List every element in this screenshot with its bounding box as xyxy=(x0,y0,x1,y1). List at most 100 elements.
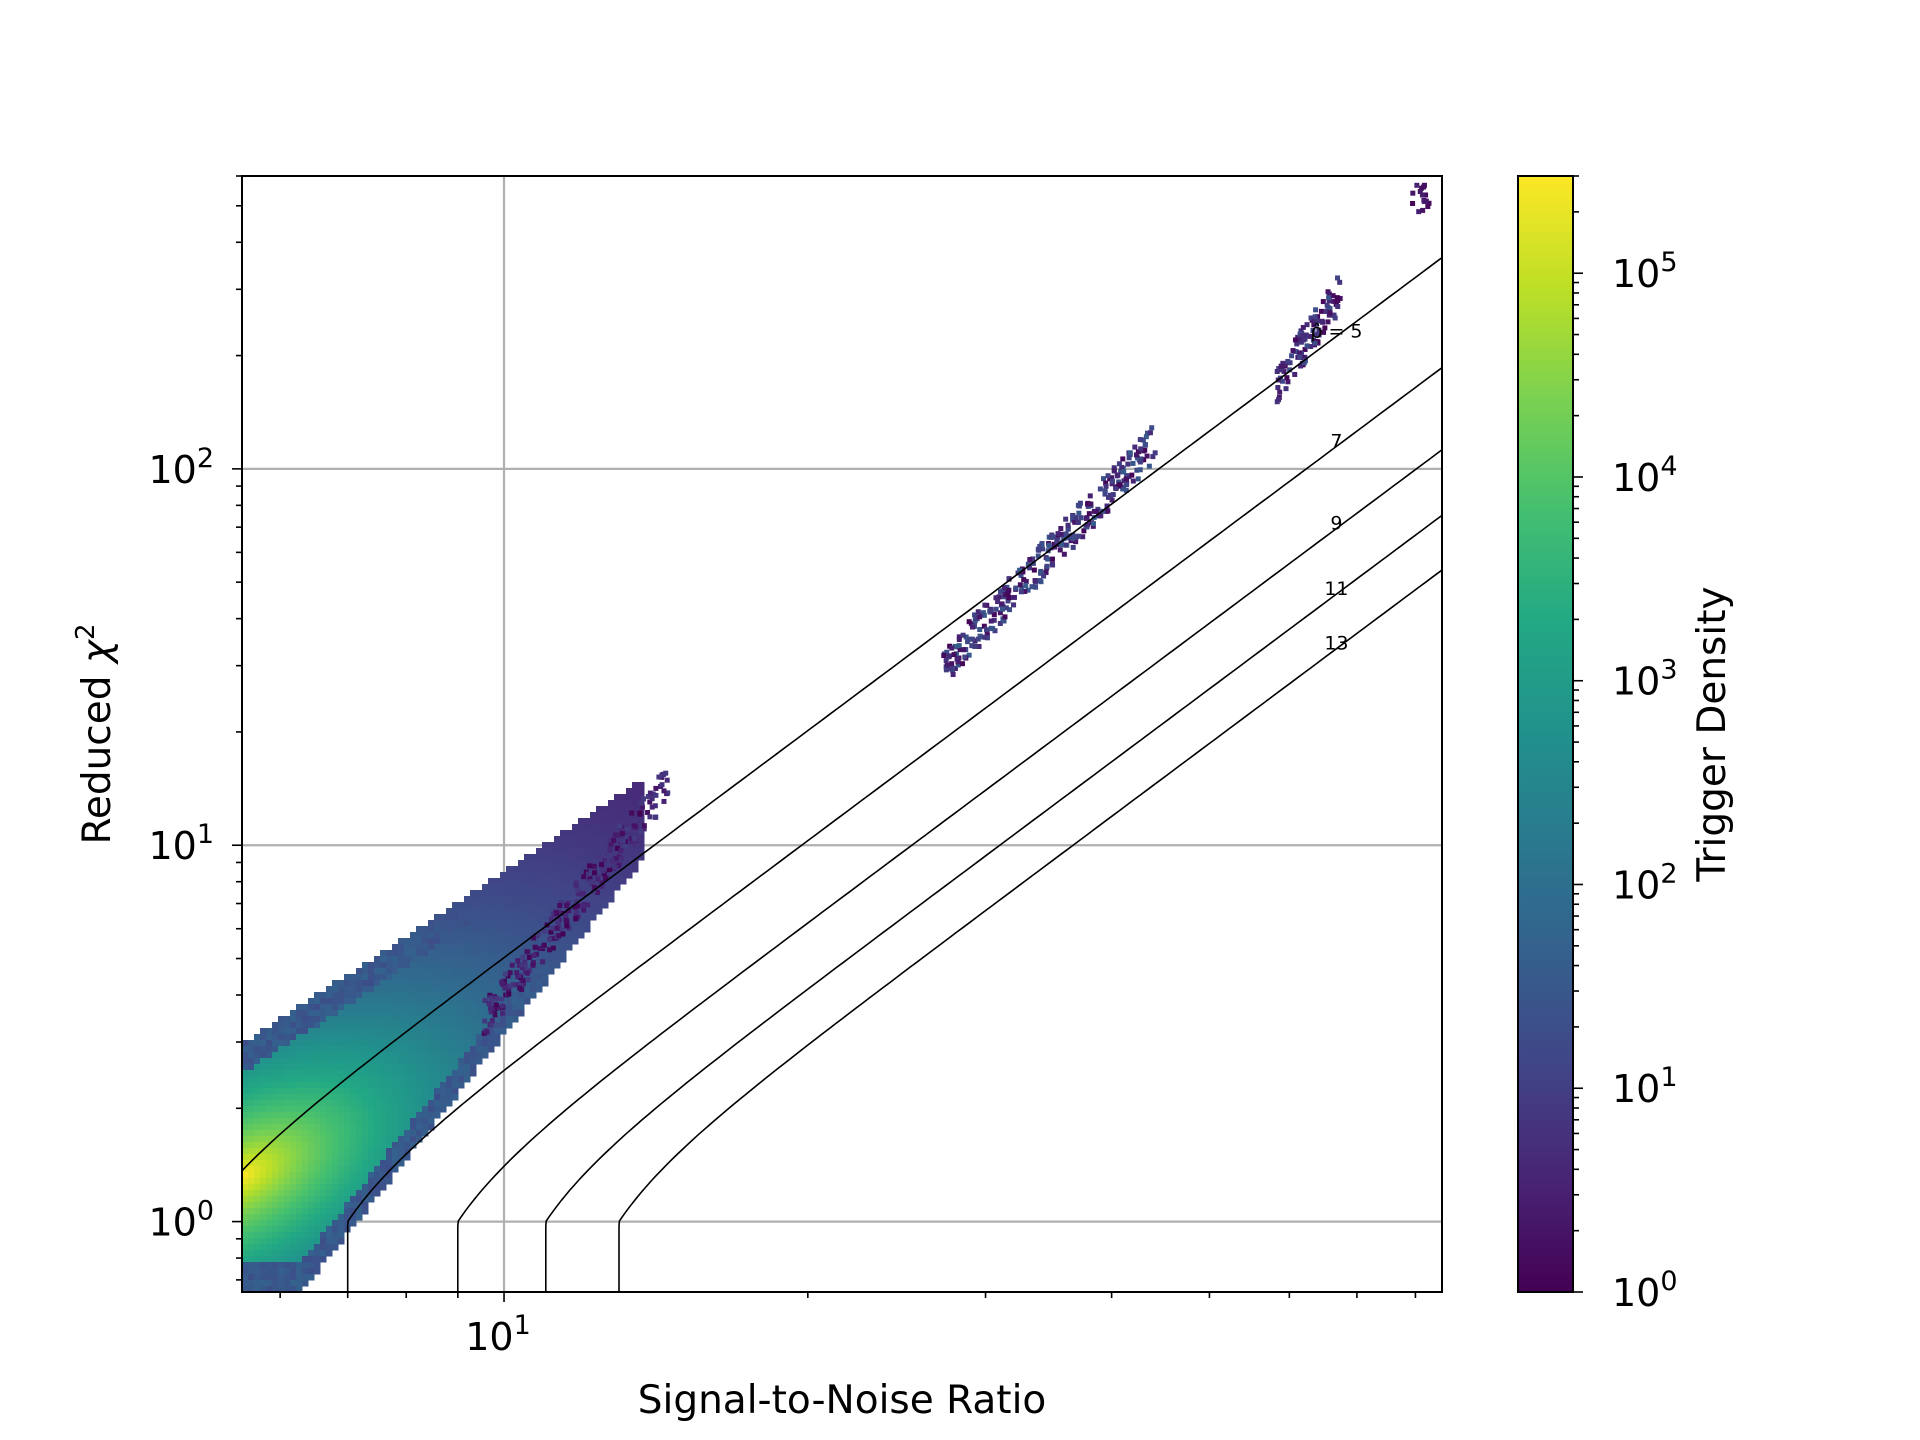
density-cell xyxy=(996,594,1002,600)
density-cell xyxy=(404,1064,411,1071)
density-cell xyxy=(476,914,483,921)
density-cell xyxy=(1312,314,1318,320)
density-cell xyxy=(254,1190,261,1197)
density-cell xyxy=(374,1058,381,1065)
density-cell xyxy=(548,890,555,897)
density-cell xyxy=(584,854,591,861)
density-cell xyxy=(536,956,543,963)
density-cell xyxy=(422,998,429,1005)
density-cell xyxy=(272,1118,279,1125)
density-cell xyxy=(507,970,513,976)
density-cell xyxy=(1032,578,1038,584)
density-cell xyxy=(422,986,429,993)
density-cell xyxy=(254,1232,261,1239)
density-cell xyxy=(356,998,363,1005)
density-cell xyxy=(470,1016,477,1023)
density-cell xyxy=(422,926,429,933)
density-cell xyxy=(410,1046,417,1053)
density-cell xyxy=(476,920,483,927)
density-cell xyxy=(266,1130,273,1137)
density-cell xyxy=(999,601,1005,607)
density-cell xyxy=(428,1028,435,1035)
density-cell xyxy=(1011,594,1017,600)
density-cell xyxy=(1429,167,1434,172)
density-cell xyxy=(488,914,495,921)
density-cell xyxy=(422,1040,429,1047)
density-cell xyxy=(278,1028,285,1035)
density-cell xyxy=(1335,275,1341,281)
density-cell xyxy=(332,1172,339,1179)
density-cell xyxy=(242,1142,249,1149)
density-cell xyxy=(563,912,569,918)
density-cell xyxy=(362,1124,369,1131)
density-cell xyxy=(524,944,531,951)
density-cell xyxy=(248,1112,255,1119)
density-cell xyxy=(590,854,597,861)
density-cell xyxy=(494,956,501,963)
density-cell xyxy=(416,926,423,933)
density-cell xyxy=(362,1064,369,1071)
density-cell xyxy=(338,1142,345,1149)
density-cell xyxy=(248,1148,255,1155)
density-cell xyxy=(344,1052,351,1059)
density-cell xyxy=(314,1070,321,1077)
density-cell xyxy=(386,1130,393,1137)
density-cell xyxy=(314,1028,321,1035)
density-cell xyxy=(488,1034,495,1041)
colorbar-tick-label: 103 xyxy=(1612,655,1678,704)
density-cell xyxy=(350,992,357,999)
density-cell xyxy=(290,1064,297,1071)
density-cell xyxy=(374,1034,381,1041)
density-cell xyxy=(452,932,459,939)
density-cell xyxy=(422,1130,429,1137)
density-cell xyxy=(350,1004,357,1011)
density-cell xyxy=(548,916,554,922)
density-cell xyxy=(308,1118,315,1125)
density-cell xyxy=(284,1286,291,1292)
density-cell xyxy=(410,1094,417,1101)
density-cell xyxy=(392,1046,399,1053)
density-cell xyxy=(470,998,477,1005)
density-cell xyxy=(398,938,405,945)
density-cell xyxy=(547,947,553,953)
density-cell xyxy=(446,962,453,969)
density-cell xyxy=(434,1028,441,1035)
density-cell xyxy=(350,1196,357,1203)
density-cell xyxy=(542,980,549,987)
density-cell xyxy=(392,1088,399,1095)
density-cell xyxy=(392,1004,399,1011)
density-cell xyxy=(248,1214,255,1221)
density-cell xyxy=(362,1046,369,1053)
density-cell xyxy=(380,1064,387,1071)
density-cell xyxy=(242,1160,249,1167)
density-cell xyxy=(302,1256,309,1263)
density-cell xyxy=(1283,386,1289,392)
density-cell xyxy=(248,1166,255,1173)
density-cell xyxy=(422,1088,429,1095)
density-cell xyxy=(326,1142,333,1149)
density-cell xyxy=(554,860,561,867)
density-cell xyxy=(609,848,615,854)
density-cell xyxy=(260,1190,267,1197)
density-cell xyxy=(554,944,561,951)
density-cell xyxy=(524,902,531,909)
density-cell xyxy=(350,1022,357,1029)
density-cell xyxy=(536,914,543,921)
density-cell xyxy=(653,792,659,798)
density-cell xyxy=(434,1016,441,1023)
density-cell xyxy=(422,932,429,939)
density-cell xyxy=(374,998,381,1005)
density-cell xyxy=(524,884,531,891)
density-cell xyxy=(362,1100,369,1107)
density-cell xyxy=(601,857,607,863)
density-cell xyxy=(380,1088,387,1095)
density-cell xyxy=(1314,318,1320,324)
density-cell xyxy=(1037,543,1043,549)
density-cell xyxy=(536,854,543,861)
density-cell xyxy=(266,1046,273,1053)
density-cell xyxy=(464,926,471,933)
density-cell xyxy=(386,1028,393,1035)
density-cell xyxy=(338,980,345,987)
density-cell xyxy=(314,1262,321,1269)
density-cell xyxy=(368,1064,375,1071)
